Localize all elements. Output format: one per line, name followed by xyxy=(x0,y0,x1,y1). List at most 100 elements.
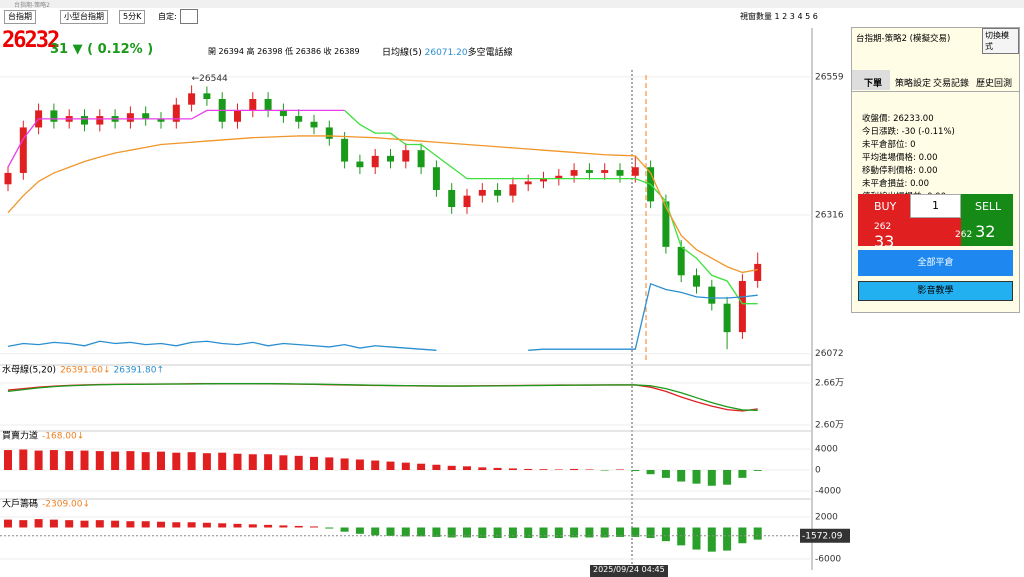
bar xyxy=(49,450,58,471)
candle-body xyxy=(81,116,88,125)
sell-label: SELL xyxy=(975,200,1002,213)
bar xyxy=(172,522,181,528)
y-tick-label: 4000 xyxy=(815,444,838,454)
candle-body xyxy=(142,113,150,119)
mode-button[interactable]: 切換模式 xyxy=(982,28,1019,54)
bar xyxy=(355,459,364,471)
candle-body xyxy=(738,280,746,333)
candle-body xyxy=(264,99,272,111)
bar xyxy=(692,470,701,484)
bar xyxy=(707,527,716,552)
bar xyxy=(279,455,288,471)
bar xyxy=(524,527,533,539)
bar xyxy=(432,464,441,471)
bar xyxy=(279,525,288,528)
tab[interactable]: 策略設定 xyxy=(895,79,932,89)
bar xyxy=(677,470,686,482)
bar xyxy=(80,450,89,471)
window-count[interactable]: 視窗數量 1 2 3 4 5 6 xyxy=(740,12,818,21)
bar xyxy=(600,527,609,538)
bar xyxy=(340,458,349,471)
candle-body xyxy=(601,170,609,173)
bar xyxy=(508,527,517,539)
indicator-line xyxy=(7,135,758,274)
candle-body xyxy=(203,93,211,99)
bar xyxy=(141,452,150,471)
candle-body xyxy=(631,167,639,176)
y-tick-label: 2.66万 xyxy=(815,378,844,388)
candle-body xyxy=(585,170,593,173)
bar xyxy=(539,469,548,471)
sell-button[interactable]: SELL 262 32 xyxy=(955,194,1013,246)
candle-body xyxy=(371,155,379,168)
candle-body xyxy=(448,189,456,208)
bar xyxy=(202,453,211,471)
candle-body xyxy=(463,195,471,208)
bar xyxy=(355,527,364,534)
bar xyxy=(692,527,701,550)
candle-body xyxy=(325,127,333,139)
ask: 32 xyxy=(975,222,996,241)
candle-body xyxy=(4,172,12,185)
bar xyxy=(233,523,242,528)
candle-body xyxy=(432,167,440,190)
candle-body xyxy=(509,184,517,196)
qty-input[interactable]: 1 xyxy=(910,194,961,218)
buy-label: BUY xyxy=(874,200,897,213)
select[interactable]: 小型台指期 xyxy=(60,10,108,24)
buy-button[interactable]: BUY 262 33 xyxy=(858,194,910,251)
extra-label: 多空電話線 xyxy=(467,48,513,58)
info-line: 移動停利價格: 0.00 xyxy=(862,166,938,176)
bar xyxy=(80,520,89,528)
bar xyxy=(157,521,165,528)
bar xyxy=(187,452,196,471)
tab[interactable]: 下單 xyxy=(864,79,883,89)
bar xyxy=(447,465,456,471)
bar xyxy=(340,527,349,532)
candle-body xyxy=(310,121,318,128)
bar xyxy=(172,452,181,471)
bar xyxy=(233,453,242,471)
tab[interactable]: 交易記錄 xyxy=(933,79,970,89)
tutorial-button[interactable]: 影音教學 xyxy=(858,281,1013,301)
tab[interactable]: 歷史回測 xyxy=(976,79,1013,89)
bar xyxy=(294,525,303,528)
bid: 33 xyxy=(874,232,895,251)
bar xyxy=(401,527,410,537)
bar xyxy=(95,451,104,471)
custom-input[interactable] xyxy=(180,9,198,24)
bar xyxy=(19,520,28,528)
select[interactable]: 台指期 xyxy=(4,10,36,24)
bar xyxy=(723,470,732,485)
bar xyxy=(141,521,150,528)
indicator-line xyxy=(7,383,758,412)
close-all-button[interactable]: 全部平倉 xyxy=(858,250,1013,276)
candle-body xyxy=(96,116,104,125)
bar xyxy=(738,470,747,478)
indicator-line xyxy=(7,383,758,411)
bar xyxy=(570,527,579,538)
bar xyxy=(707,470,716,486)
bar xyxy=(616,527,624,537)
bar xyxy=(294,455,303,471)
bar xyxy=(218,523,227,528)
candle-body xyxy=(387,155,394,162)
bar xyxy=(478,527,487,539)
ma-label: 日均線(5) xyxy=(382,48,422,58)
bar xyxy=(661,527,670,542)
window-title: 台指期-策略2 xyxy=(14,2,50,9)
bar xyxy=(264,524,273,528)
candle-body xyxy=(540,178,547,182)
readout: 26391.80↑ xyxy=(114,366,164,376)
info-line: 未平倉損益: 0.00 xyxy=(862,179,929,189)
indicator-title: 水母線(5,20) xyxy=(2,364,56,376)
candle-body xyxy=(157,118,165,122)
candle-body xyxy=(478,189,486,196)
select[interactable]: 5分K xyxy=(119,10,146,24)
bar xyxy=(49,519,58,528)
bar xyxy=(248,454,257,471)
info-line: 未平倉部位: 0 xyxy=(862,140,916,150)
readout: -2309.00↓ xyxy=(42,500,90,510)
y-tick-label: -6000 xyxy=(815,555,841,565)
